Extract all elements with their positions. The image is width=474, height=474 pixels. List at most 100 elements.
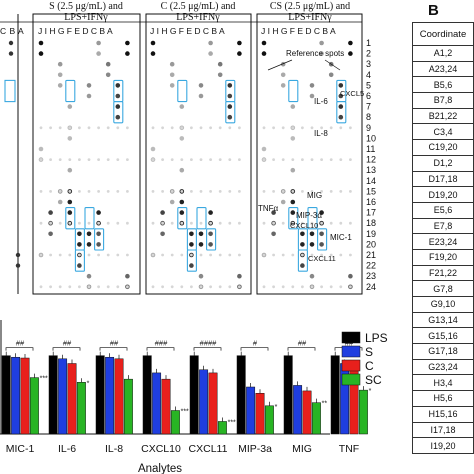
blot-panel-s bbox=[32, 13, 141, 295]
significance-bracket bbox=[287, 347, 316, 351]
significance-star-label: *** bbox=[228, 419, 236, 426]
highlight-box bbox=[206, 228, 217, 251]
blot-spot bbox=[151, 126, 155, 130]
blot-spot bbox=[290, 210, 296, 215]
blot-spot bbox=[189, 263, 194, 268]
blot-spot bbox=[96, 231, 101, 237]
table-row: A1,2 bbox=[412, 45, 474, 62]
bar-c bbox=[161, 378, 171, 435]
blot-spot bbox=[179, 136, 185, 141]
bar-c bbox=[67, 363, 77, 435]
highlight-box bbox=[317, 228, 328, 251]
significance-star-label: * bbox=[275, 404, 278, 411]
blot-spot bbox=[78, 158, 81, 162]
highlight-box bbox=[84, 207, 95, 230]
significance-hash-label: # bbox=[253, 339, 258, 348]
row-number: 6 bbox=[366, 91, 371, 101]
coordinate-cell: D1,2 bbox=[412, 154, 474, 172]
blot-spot bbox=[237, 273, 242, 279]
bar-s bbox=[293, 385, 303, 435]
blot-spot bbox=[78, 190, 81, 193]
blot-spot bbox=[38, 40, 44, 46]
table-row: G17,18 bbox=[412, 343, 474, 360]
blot-spot bbox=[310, 158, 314, 162]
blot-spot bbox=[339, 253, 343, 257]
blot-spot bbox=[151, 158, 155, 162]
blot-spot bbox=[106, 285, 110, 289]
blot-spot bbox=[161, 190, 165, 193]
blot-spot bbox=[39, 221, 43, 225]
blot-spot bbox=[339, 221, 343, 225]
blot-spot bbox=[160, 210, 165, 215]
blot-spot bbox=[15, 252, 21, 258]
blot-spot bbox=[161, 126, 165, 130]
blot-spot bbox=[78, 285, 81, 289]
x-tick-label: CXCL10 bbox=[141, 443, 181, 455]
row-number: 4 bbox=[366, 70, 371, 80]
blot-spot bbox=[339, 158, 343, 162]
blot-spot bbox=[329, 285, 333, 289]
blot-spot bbox=[58, 126, 62, 130]
bar-s bbox=[11, 356, 21, 435]
blot-spot bbox=[301, 190, 304, 193]
blot-spot bbox=[291, 158, 295, 162]
blot-spot bbox=[301, 126, 304, 130]
blot-spot bbox=[116, 158, 120, 162]
blot-spot bbox=[189, 231, 194, 237]
blot-spot bbox=[262, 253, 266, 257]
x-tick-label: TNF bbox=[339, 443, 359, 455]
blot-spot bbox=[329, 126, 333, 130]
blot-spot bbox=[300, 242, 305, 247]
blot-spot bbox=[87, 285, 91, 289]
blot-spot bbox=[272, 158, 275, 162]
blot-spot bbox=[272, 253, 275, 257]
blot-spot bbox=[300, 231, 305, 237]
blot-spot bbox=[97, 190, 100, 193]
blot-spot bbox=[170, 253, 174, 257]
blot-spot bbox=[281, 221, 285, 225]
coordinate-cell: G15,16 bbox=[412, 327, 474, 345]
coordinate-cell: D17,18 bbox=[412, 170, 474, 188]
blot-spot bbox=[237, 51, 242, 56]
blot-spot bbox=[77, 231, 82, 237]
blot-spot bbox=[150, 40, 156, 46]
blot-spot bbox=[237, 40, 242, 46]
blot-spot bbox=[161, 158, 165, 162]
coordinate-cell: C19,20 bbox=[412, 139, 474, 156]
bar-lps bbox=[236, 355, 246, 435]
table-row: D19,20 bbox=[412, 186, 474, 203]
blot-spot bbox=[338, 83, 344, 88]
row-number: 7 bbox=[366, 102, 371, 112]
mip3a-label: MIP-3α bbox=[296, 211, 322, 220]
reference-arrow-left bbox=[267, 59, 293, 71]
blot-spot bbox=[218, 221, 222, 225]
blot-spot bbox=[228, 126, 232, 130]
blot-spot bbox=[261, 146, 267, 152]
table-row: C19,20 bbox=[412, 139, 474, 156]
significance-bracket bbox=[146, 347, 175, 351]
blot-spot bbox=[319, 51, 324, 56]
blot-spot bbox=[126, 253, 129, 257]
coordinate-table: Coordinate A1,2 A23,24 B5,6 B7,8 B21,22 C3,4 C… bbox=[412, 22, 474, 454]
bar-lps bbox=[189, 355, 199, 435]
blot-spot bbox=[68, 190, 72, 193]
blot-spot bbox=[261, 40, 267, 46]
bar-sc bbox=[76, 382, 86, 435]
blot-spot bbox=[271, 210, 276, 215]
blot-spot bbox=[319, 210, 324, 215]
table-row: F21,22 bbox=[412, 264, 474, 282]
table-row: G13,14 bbox=[412, 311, 474, 329]
blot-spot bbox=[169, 61, 175, 67]
blot-spot bbox=[87, 253, 91, 257]
blot-spot bbox=[261, 51, 267, 56]
blot-spot bbox=[227, 104, 233, 109]
blot-spot bbox=[328, 72, 334, 78]
blot-spot bbox=[217, 72, 223, 78]
highlight-box bbox=[288, 79, 299, 103]
blot-spot bbox=[348, 40, 353, 46]
blot-spot bbox=[77, 263, 82, 268]
blot-spot bbox=[349, 253, 352, 257]
blot-spot bbox=[338, 104, 344, 109]
blot-spot bbox=[320, 221, 323, 225]
